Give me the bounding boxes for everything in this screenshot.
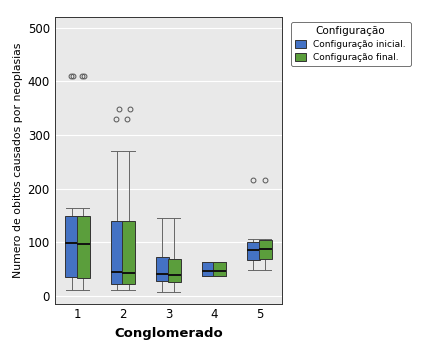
Bar (123, 221, 135, 284)
Bar (168, 259, 181, 282)
Bar (202, 263, 214, 276)
Bar (247, 242, 260, 260)
Bar (259, 240, 272, 259)
Bar (77, 216, 90, 278)
Bar (213, 263, 226, 276)
Legend: Configuração inicial., Configuração final.: Configuração inicial., Configuração fina… (291, 22, 410, 66)
Y-axis label: Numero de obitos causados por neoplasias: Numero de obitos causados por neoplasias (13, 43, 24, 278)
Bar (65, 216, 78, 277)
Bar (111, 221, 123, 284)
X-axis label: Conglomerado: Conglomerado (114, 327, 223, 340)
Bar (156, 257, 169, 280)
